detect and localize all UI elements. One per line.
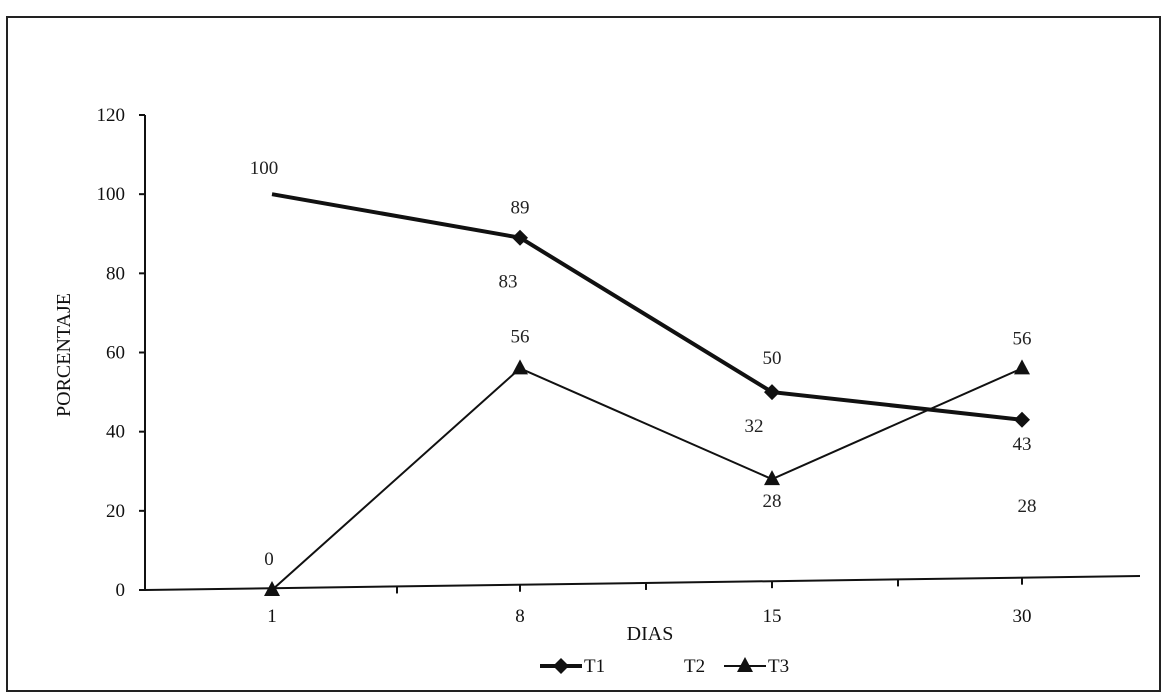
diamond-marker: [1014, 411, 1030, 428]
data-label: 43: [1013, 434, 1032, 455]
triangle-marker: [512, 359, 528, 375]
legend-label-t1: T1: [584, 656, 605, 677]
data-label: 28: [1018, 496, 1037, 517]
triangle-marker: [1014, 359, 1030, 375]
x-axis-line: [144, 575, 1141, 591]
diamond-marker: [553, 658, 569, 674]
data-label: 50: [763, 348, 782, 369]
data-label: 28: [763, 491, 782, 512]
x-tick-label: 1: [267, 606, 277, 627]
x-tick-label: 15: [763, 606, 782, 627]
data-label: 56: [1013, 328, 1032, 349]
chart-frame: [6, 16, 1161, 692]
x-axis-title: DIAS: [627, 623, 674, 645]
y-tick-label: 40: [106, 422, 125, 443]
y-tick-label: 80: [106, 263, 125, 284]
y-tick-label: 20: [106, 501, 125, 522]
triangle-marker: [737, 657, 753, 672]
y-axis-title: PORCENTAJE: [53, 293, 75, 417]
data-labels: 100 89 50 43 83 32 28 0 56 28 56: [250, 158, 1037, 570]
data-label: 83: [499, 272, 518, 293]
series-line-t3: [271, 367, 1023, 591]
y-tick-label: 120: [97, 105, 126, 126]
y-tick-label: 100: [97, 184, 126, 205]
y-tick-label: 0: [116, 580, 126, 601]
axes: 0 20 40 60 80 100 120 1 8 15 30: [97, 105, 1141, 627]
x-tick-label: 8: [515, 606, 525, 627]
data-label: 32: [745, 416, 764, 437]
diamond-marker: [512, 229, 528, 246]
diamond-marker: [764, 384, 780, 401]
series-layer: [264, 192, 1030, 596]
data-label: 89: [511, 198, 530, 219]
data-label: 0: [264, 549, 274, 570]
x-tick-label: 30: [1013, 606, 1032, 627]
legend-label-t2: T2: [684, 656, 705, 677]
series-line-t1: [271, 192, 1023, 422]
legend: T1 T2 T3: [540, 656, 789, 677]
data-label: 56: [511, 326, 530, 347]
y-tick-label: 60: [106, 343, 125, 364]
legend-label-t3: T3: [768, 656, 789, 677]
triangle-marker: [764, 470, 780, 486]
triangle-marker: [264, 581, 280, 596]
data-label: 100: [250, 158, 279, 179]
